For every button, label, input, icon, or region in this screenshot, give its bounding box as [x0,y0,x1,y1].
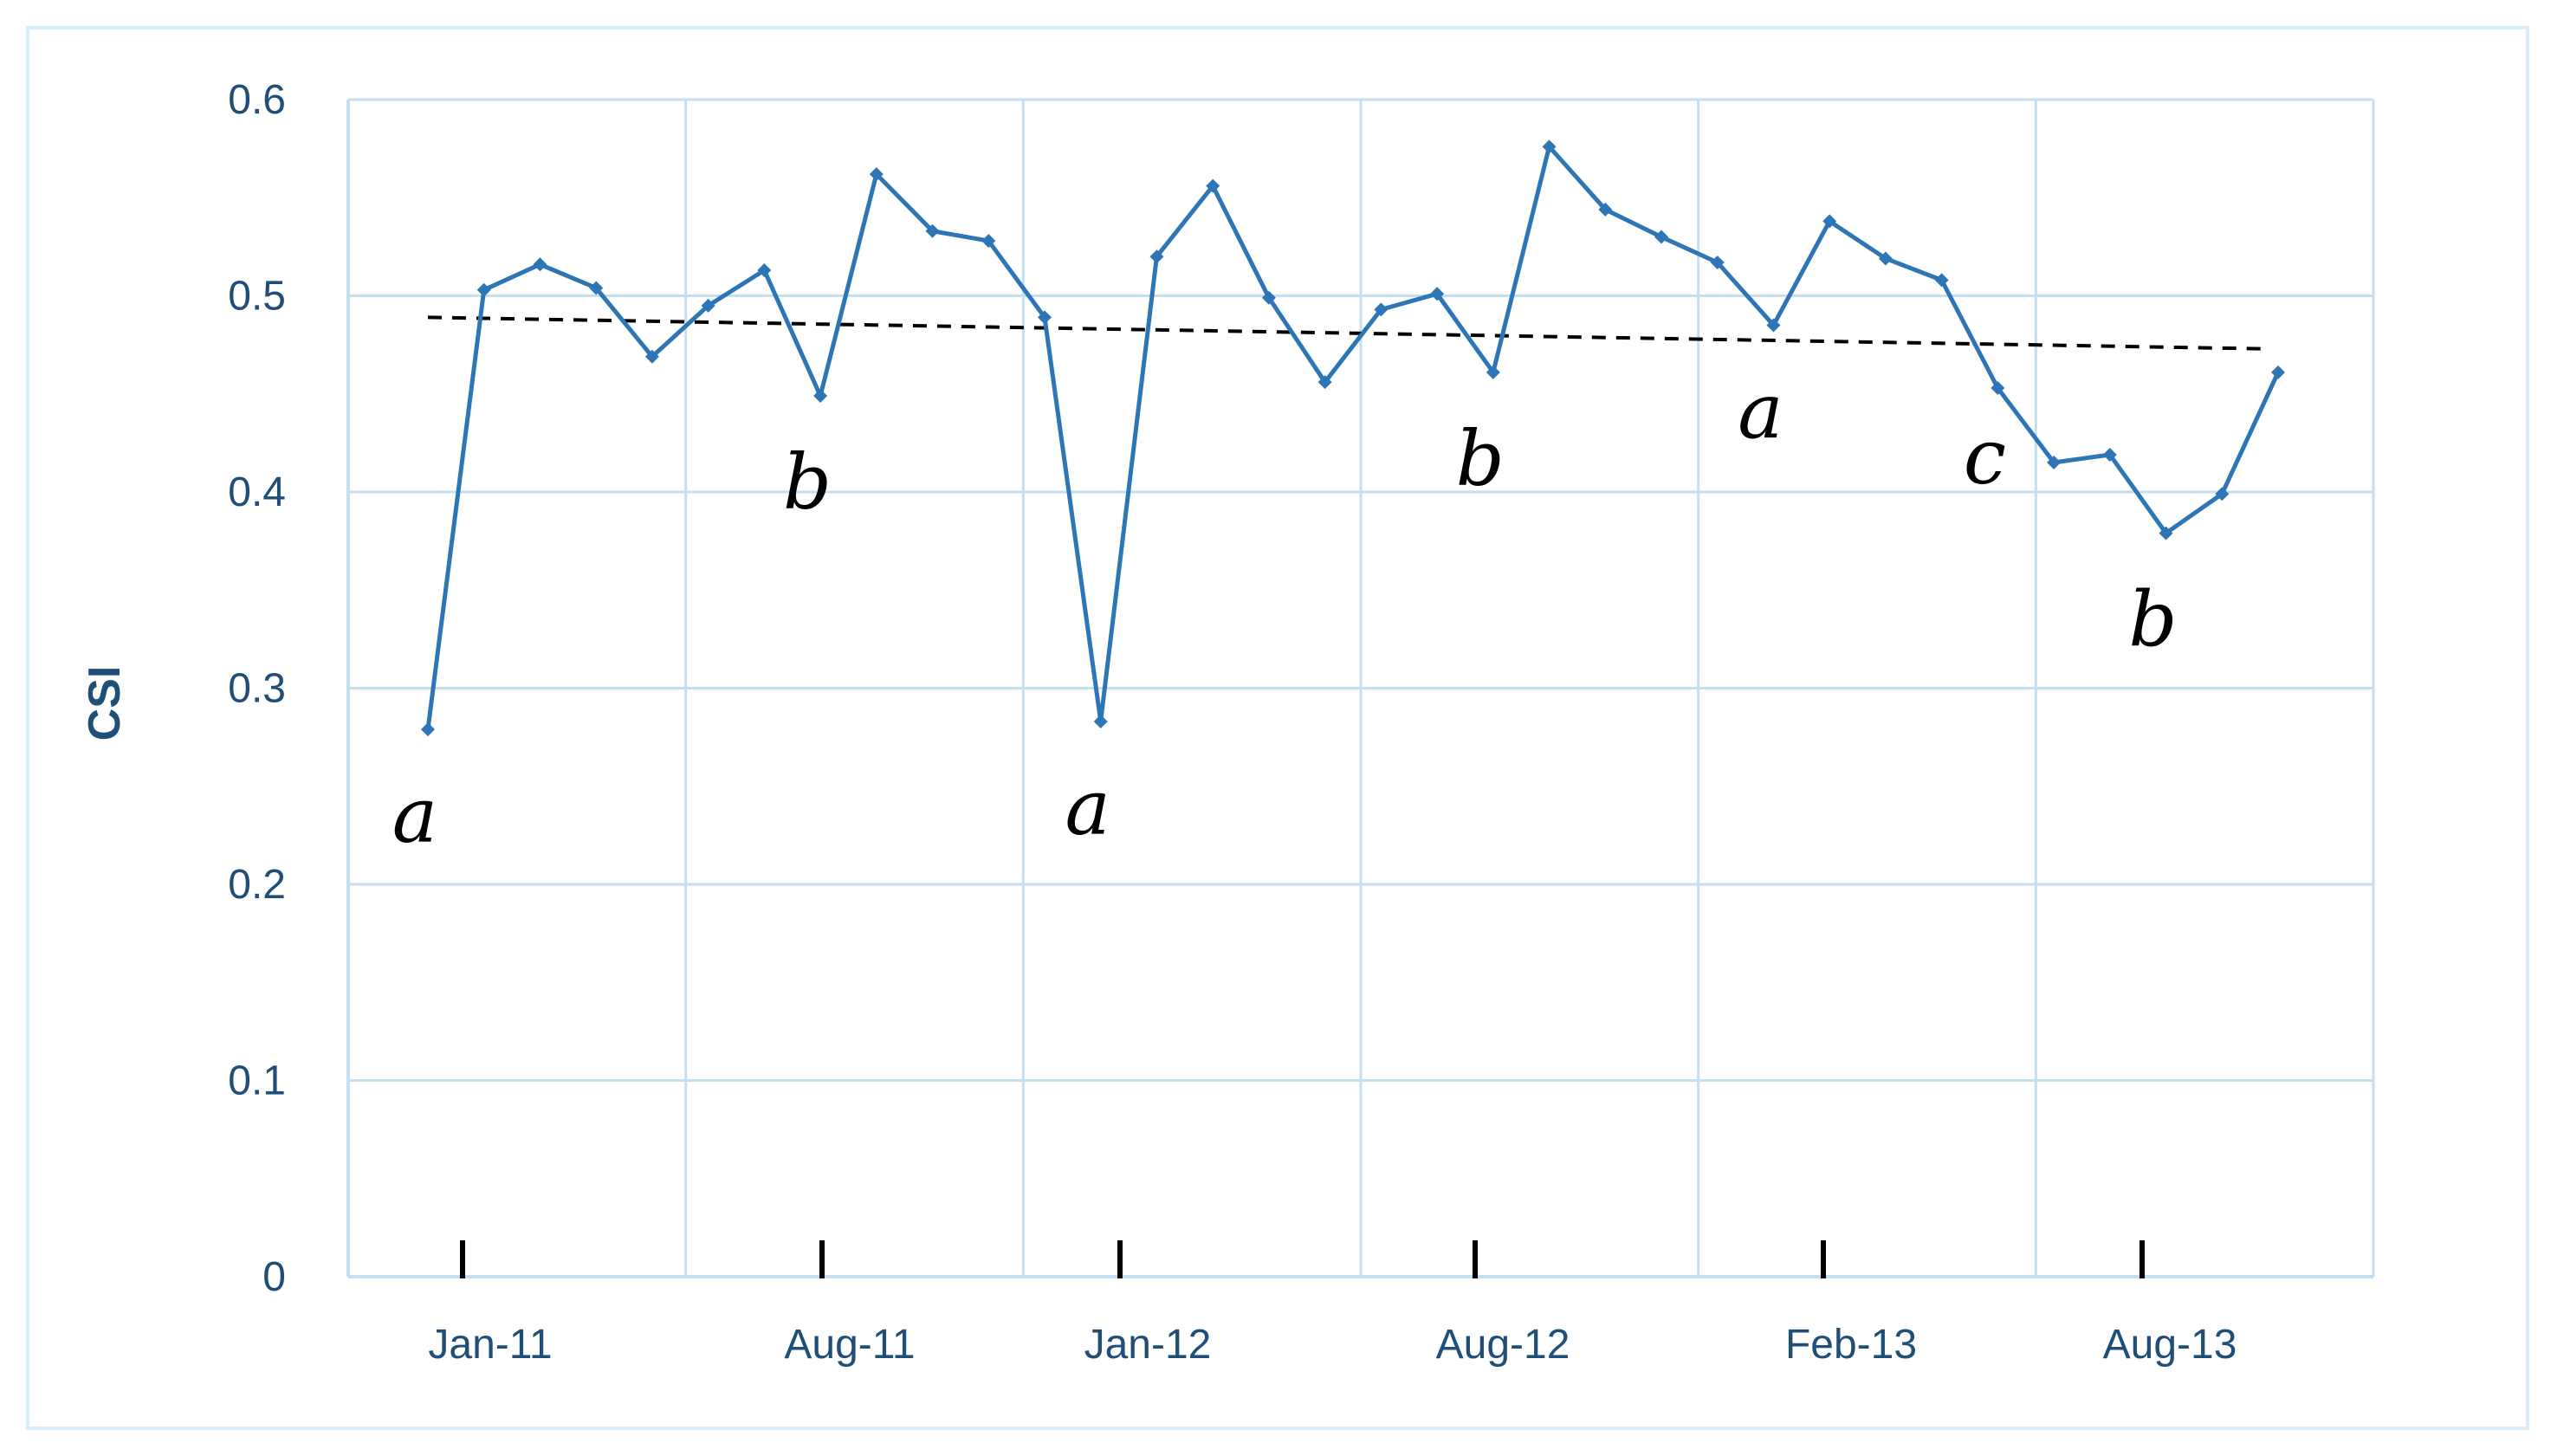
data-point [476,282,491,297]
data-point [869,167,884,182]
data-point [589,281,604,295]
annotation-label: b [1456,414,1505,503]
data-point [1374,302,1389,317]
x-tick-label: Jan-11 [428,1322,552,1368]
annotation-label: c [1964,412,2006,502]
x-tick-labels: Jan-11 Aug-11 Jan-12 Aug-12 Feb-13 Aug-13 [428,1240,2237,1368]
trend-line [427,315,2262,351]
x-tick-label: Aug-13 [2103,1322,2237,1368]
y-tick-label: 0.4 [228,469,286,515]
x-tick-label: Feb-13 [1785,1322,1917,1368]
y-tick-label: 0.3 [228,666,286,712]
annotation-label: a [392,771,437,860]
data-point [1878,251,1893,266]
y-tick-label: 0.1 [228,1058,286,1104]
data-point [2159,526,2173,540]
trend-line-dashed [427,315,2262,351]
data-point [1766,318,1781,333]
y-tick-label: 0 [262,1254,286,1300]
data-point [1261,290,1276,305]
grid-lines [348,98,2375,1277]
y-tick-label: 0.6 [228,77,286,123]
annotation-label: b [783,437,832,527]
data-point [1542,139,1557,154]
data-point [2102,447,2117,462]
data-point [757,263,772,278]
series-line [425,144,2281,730]
data-point [1654,230,1668,244]
data-point [1038,310,1052,325]
y-axis-title: CSI [80,666,130,741]
annotation-label: a [1065,763,1110,852]
axes [346,100,2373,1278]
data-point [2271,365,2285,379]
data-point [1317,375,1332,390]
data-point [981,234,996,249]
data-point [421,722,435,737]
data-point [925,223,940,238]
data-point [701,298,715,313]
y-tick-label: 0.2 [228,862,286,908]
data-point [1710,255,1725,269]
data-point [1486,365,1500,379]
data-point [1822,214,1837,229]
y-tick-label: 0.5 [228,274,286,320]
data-point [533,257,547,272]
data-point [813,389,828,404]
data-point [644,349,659,364]
data-point [2047,456,2062,470]
annotation-label: b [2128,575,2177,664]
series-csi [421,139,2285,737]
y-tick-labels: 0 0.1 0.2 0.3 0.4 0.5 0.6 [228,77,286,1300]
x-tick-label: Jan-12 [1084,1322,1212,1368]
data-point [1206,178,1220,193]
x-tick-label: Aug-12 [1436,1322,1570,1368]
data-point [1430,287,1445,301]
x-tick-label: Aug-11 [784,1322,915,1368]
data-point [1149,249,1164,264]
point-annotations: a b a b a c b [392,366,2178,860]
annotation-label: a [1738,366,1783,456]
data-point [1991,380,2005,395]
chart-frame [26,26,2529,1430]
data-point [2215,487,2230,502]
data-point [1598,202,1613,217]
data-point [1934,273,1949,288]
data-point [1093,715,1108,729]
